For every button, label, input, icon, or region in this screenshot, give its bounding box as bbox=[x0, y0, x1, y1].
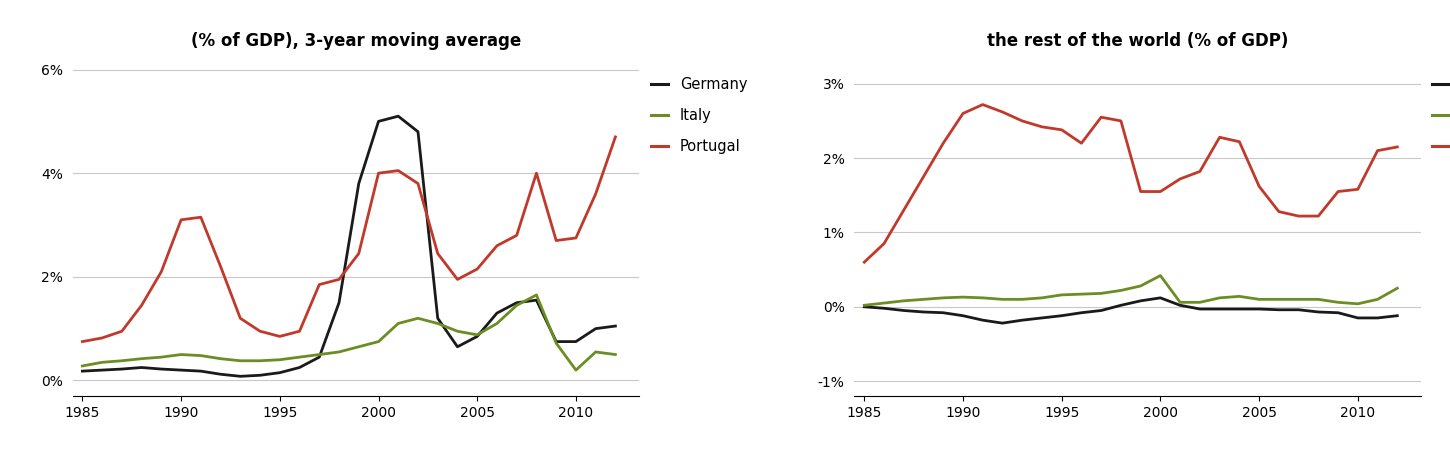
Title: (% of GDP), 3-year moving average: (% of GDP), 3-year moving average bbox=[190, 32, 521, 50]
Legend: Germany, Italy, Portugal: Germany, Italy, Portugal bbox=[1427, 71, 1450, 160]
Title: the rest of the world (% of GDP): the rest of the world (% of GDP) bbox=[987, 32, 1289, 50]
Legend: Germany, Italy, Portugal: Germany, Italy, Portugal bbox=[645, 71, 753, 160]
